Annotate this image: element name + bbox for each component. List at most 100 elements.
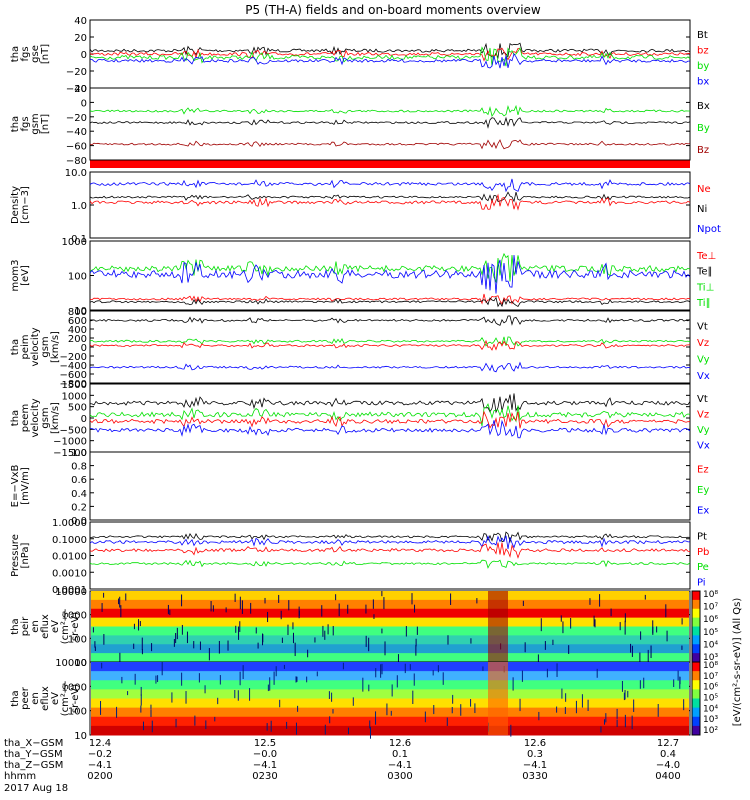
- y-tick-label: 1.0000: [52, 518, 87, 529]
- spectrogram-streak: [133, 643, 135, 649]
- y-axis-label: gsm: [30, 113, 41, 134]
- x-tick-label: 12.7: [657, 738, 679, 749]
- y-axis-label: [cm−3]: [20, 186, 31, 224]
- spectrogram-streak: [352, 697, 354, 706]
- spectrogram-streak: [167, 604, 169, 615]
- spectrogram-band: [91, 698, 689, 709]
- colorbar-tick: 10⁶: [703, 615, 718, 625]
- y-tick-label: −20: [66, 67, 87, 78]
- spectrogram-streak: [470, 699, 472, 707]
- spectrogram-streak: [644, 594, 646, 600]
- legend-entry: Vt: [697, 321, 708, 332]
- y-tick-label: 20: [74, 33, 87, 44]
- y-axis-label: eflux: [40, 686, 51, 711]
- legend-entry: Bt: [697, 30, 708, 41]
- spectrogram-streak: [561, 688, 563, 699]
- panel-frame: [89, 451, 691, 521]
- spectrogram-streak: [411, 593, 413, 605]
- spectrogram-streak: [198, 673, 200, 683]
- y-tick-label: −60: [66, 142, 87, 153]
- spectrogram-streak: [286, 721, 288, 729]
- spectrogram-streak: [416, 626, 418, 635]
- spectrogram-streak: [616, 708, 618, 719]
- y-axis-label: tha: [10, 690, 21, 706]
- colorbar-tick: 10³: [703, 653, 718, 663]
- legend-entry: Te∥: [696, 267, 713, 278]
- legend-entry: Vy: [697, 425, 710, 436]
- y-axis-label: gsm: [40, 336, 51, 357]
- spectrogram-streak: [639, 680, 641, 689]
- spectrogram-streak: [681, 618, 683, 625]
- spectrogram-streak: [665, 604, 667, 618]
- spectrogram-streak: [94, 641, 96, 648]
- y-tick-label: 600: [68, 316, 87, 327]
- y-tick-label: −1500: [53, 448, 87, 459]
- spectrogram-streak: [212, 605, 214, 612]
- spectrogram-streak: [176, 627, 178, 640]
- spectrogram-streak: [94, 646, 96, 652]
- y-tick-label: 10: [74, 731, 87, 742]
- spectrogram-streak: [624, 714, 626, 728]
- x-tick-label: 0300: [387, 771, 412, 782]
- x-tick-label: −0.0: [253, 749, 277, 760]
- spectrogram-band: [91, 662, 689, 672]
- y-tick-label: −20: [66, 113, 87, 124]
- spectrogram-streak: [238, 626, 240, 640]
- x-tick-label: 12.4: [89, 738, 111, 749]
- spectrogram-event: [488, 591, 508, 662]
- spectrogram-streak: [384, 641, 386, 656]
- spectrogram-streak: [365, 635, 367, 647]
- series-line: [89, 336, 691, 347]
- legend-entry: Te⊥: [696, 251, 716, 262]
- spectrogram-streak: [186, 631, 188, 644]
- y-axis-label: (cm²-s-: [60, 680, 71, 716]
- spectrogram-streak: [544, 641, 546, 650]
- y-axis-label: E=−VxB: [10, 465, 21, 508]
- spectrogram-streak: [242, 665, 244, 679]
- panel-frame: [89, 171, 691, 239]
- spectrogram-streak: [396, 675, 398, 688]
- spectrogram-streak: [249, 688, 251, 701]
- y-axis-label: velocity: [30, 398, 41, 437]
- spectrogram-streak: [432, 670, 434, 676]
- spectrogram-streak: [397, 654, 399, 662]
- spectrogram-streak: [150, 704, 152, 709]
- spectrogram-streak: [278, 594, 280, 603]
- spectrogram-streak: [297, 705, 299, 712]
- spectrogram-streak: [181, 594, 183, 607]
- spectrogram-streak: [482, 666, 484, 671]
- spectrogram-streak: [161, 662, 163, 676]
- spectrogram-streak: [524, 642, 526, 653]
- colorbar-segment: [692, 644, 700, 654]
- series-line: [89, 296, 691, 308]
- spectrogram-streak: [593, 615, 595, 627]
- spectrogram-streak: [643, 677, 645, 689]
- y-tick-label: −40: [66, 84, 87, 95]
- spectrogram-streak: [568, 645, 570, 654]
- spectrogram-streak: [624, 620, 626, 635]
- spectrogram-streak: [292, 632, 294, 644]
- colorbar-tick: 10²: [703, 726, 718, 736]
- spectrogram-streak: [194, 715, 196, 726]
- spectrogram-streak: [181, 624, 183, 635]
- spectrogram-streak: [214, 716, 216, 722]
- legend-entry: Vz: [697, 409, 709, 420]
- series-line: [89, 293, 691, 305]
- spectrogram-streak: [404, 663, 406, 674]
- x-tick-label: 0400: [655, 771, 680, 782]
- spectrogram-streak: [329, 716, 331, 724]
- colorbar-tick: 10⁴: [703, 704, 718, 714]
- spectrogram-streak: [119, 652, 121, 667]
- spectrogram-streak: [619, 622, 621, 631]
- spectrogram-band: [91, 653, 689, 663]
- y-tick-label: −500: [60, 425, 87, 436]
- y-axis-label: tha: [10, 618, 21, 634]
- x-tick-label: −4.1: [388, 760, 412, 771]
- spectrogram-streak: [596, 668, 598, 678]
- spectrogram-streak: [413, 673, 415, 686]
- spectrogram-streak: [681, 645, 683, 650]
- spectrogram-streak: [267, 611, 269, 623]
- spectrogram-streak: [234, 689, 236, 699]
- y-axis-label: fgs: [20, 46, 31, 61]
- spectrogram-streak: [657, 704, 659, 717]
